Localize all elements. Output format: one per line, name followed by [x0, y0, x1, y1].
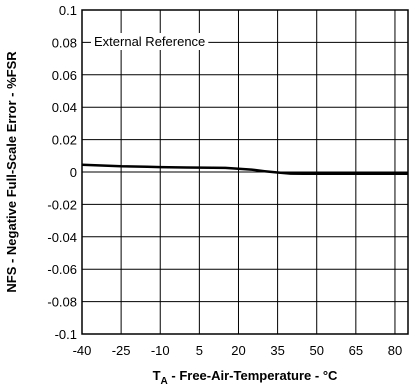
- x-tick-label: -40: [73, 343, 92, 358]
- x-tick-label: 50: [309, 343, 323, 358]
- series-lines: [81, 163, 408, 176]
- y-tick-label: 0.02: [52, 133, 77, 148]
- y-tick-label: -0.08: [47, 295, 77, 310]
- x-tick-label: 65: [349, 343, 363, 358]
- y-tick-label: -0.1: [55, 327, 77, 342]
- y-tick-label: 0.1: [59, 3, 77, 18]
- x-tick-label: 20: [231, 343, 245, 358]
- x-axis-title-subscript: A: [161, 376, 168, 387]
- grid: [81, 9, 408, 335]
- x-tick-label: 5: [196, 343, 203, 358]
- y-tick-label: 0.08: [52, 35, 77, 50]
- x-axis-title-prefix: T: [153, 368, 161, 383]
- y-tick-label: 0.06: [52, 68, 77, 83]
- x-tick-label: -25: [112, 343, 131, 358]
- x-tick-label: 35: [270, 343, 284, 358]
- y-tick-labels: 0.1 0.08 0.06 0.04 0.02 0 -0.02 -0.04 -0.06 -0.08…: [47, 3, 77, 342]
- y-tick-label: 0: [70, 165, 77, 180]
- series-line-0: [81, 163, 408, 176]
- annotation-background: [91, 33, 209, 50]
- x-tick-label: 80: [388, 343, 402, 358]
- y-axis-title: NFS - Negative Full-Scale Error - %FSR: [4, 51, 19, 293]
- y-tick-label: -0.04: [47, 230, 77, 245]
- annotation-label: External Reference: [94, 34, 205, 49]
- x-tick-label: -10: [151, 343, 170, 358]
- y-tick-label: 0.04: [52, 100, 77, 115]
- plot-frame: [81, 9, 409, 335]
- x-axis-title: TA - Free-Air-Temperature - °C: [153, 368, 338, 387]
- x-axis-title-suffix: - Free-Air-Temperature - °C: [168, 368, 338, 383]
- y-tick-label: -0.02: [47, 197, 77, 212]
- x-tick-labels: -40 -25 -10 5 20 35 50 65 80: [73, 343, 403, 358]
- y-tick-label: -0.06: [47, 262, 77, 277]
